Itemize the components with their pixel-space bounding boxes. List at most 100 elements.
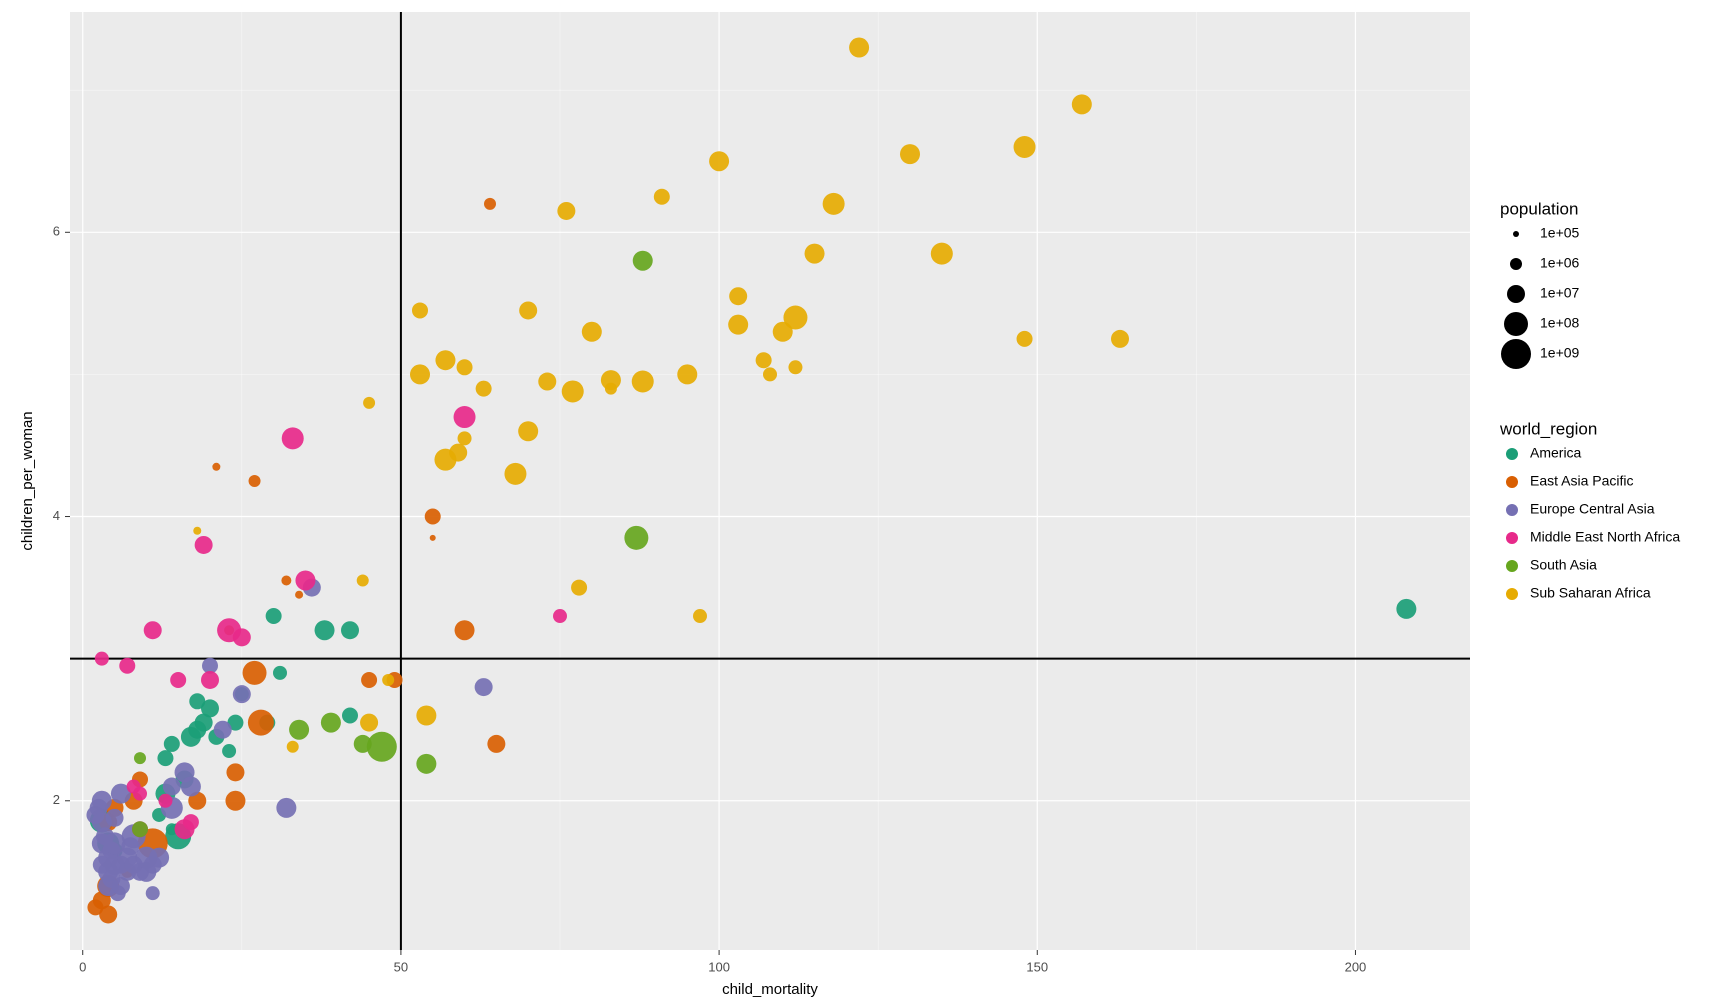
data-point [783, 306, 807, 330]
data-point [484, 198, 496, 210]
data-point [222, 744, 236, 758]
data-point [1072, 94, 1092, 114]
color-legend-swatch [1506, 448, 1518, 460]
size-legend-label: 1e+09 [1540, 345, 1580, 361]
data-point [357, 574, 369, 586]
color-legend-swatch [1506, 532, 1518, 544]
size-legend-label: 1e+08 [1540, 315, 1580, 331]
data-point [201, 699, 219, 717]
data-point [823, 193, 845, 215]
data-point [519, 301, 537, 319]
data-point [1014, 136, 1036, 158]
data-point [605, 383, 617, 395]
data-point [226, 763, 244, 781]
data-point [295, 591, 303, 599]
data-point [361, 672, 377, 688]
data-point [805, 244, 825, 264]
data-point [410, 364, 430, 384]
data-point [212, 463, 220, 471]
data-point [693, 609, 707, 623]
data-point [449, 444, 467, 462]
data-point [195, 536, 213, 554]
data-point [1396, 599, 1416, 619]
chart-container: 050100150200246child_mortalitychildren_p… [0, 0, 1728, 1008]
data-point [134, 752, 146, 764]
data-point [193, 527, 201, 535]
size-legend-label: 1e+05 [1540, 225, 1580, 241]
color-legend-swatch [1506, 476, 1518, 488]
data-point [276, 798, 296, 818]
size-legend-label: 1e+06 [1540, 255, 1580, 271]
data-point [248, 710, 274, 736]
data-point [454, 406, 476, 428]
data-point [633, 251, 653, 271]
color-legend-swatch [1506, 560, 1518, 572]
size-legend-swatch [1504, 312, 1528, 336]
data-point [119, 658, 135, 674]
data-point [133, 787, 147, 801]
data-point [553, 609, 567, 623]
data-point [214, 721, 232, 739]
data-point [144, 621, 162, 639]
data-point [654, 189, 670, 205]
color-legend-label: Middle East North Africa [1530, 529, 1680, 545]
data-point [249, 475, 261, 487]
data-point [487, 735, 505, 753]
data-point [416, 754, 436, 774]
data-point [158, 794, 172, 808]
data-point [416, 706, 436, 726]
svg-text:0: 0 [79, 959, 86, 974]
size-legend-title: population [1500, 199, 1578, 218]
svg-text:6: 6 [53, 224, 60, 239]
data-point [92, 791, 112, 811]
data-point [243, 661, 267, 685]
data-point [582, 322, 602, 342]
data-point [181, 777, 201, 797]
color-legend-title: world_region [1499, 419, 1597, 438]
color-legend-swatch [1506, 588, 1518, 600]
data-point [382, 674, 394, 686]
data-point [788, 360, 802, 374]
data-point [435, 350, 455, 370]
data-point [571, 580, 587, 596]
svg-text:4: 4 [53, 508, 60, 523]
data-point [273, 666, 287, 680]
data-point [518, 421, 538, 441]
color-legend-label: East Asia Pacific [1530, 473, 1634, 489]
data-point [289, 720, 309, 740]
data-point [341, 621, 359, 639]
data-point [157, 750, 173, 766]
data-point [677, 364, 697, 384]
data-point [430, 535, 436, 541]
data-point [1017, 331, 1033, 347]
data-point [504, 463, 526, 485]
data-point [931, 243, 953, 265]
data-point [287, 741, 299, 753]
size-legend-label: 1e+07 [1540, 285, 1580, 301]
data-point [315, 620, 335, 640]
data-point [709, 151, 729, 171]
data-point [281, 575, 291, 585]
color-legend-label: South Asia [1530, 557, 1597, 573]
data-point [201, 671, 219, 689]
size-legend-swatch [1501, 339, 1531, 369]
data-point [562, 380, 584, 402]
data-point [557, 202, 575, 220]
data-point [183, 814, 199, 830]
data-point [476, 381, 492, 397]
data-point [425, 509, 441, 525]
data-point [360, 714, 378, 732]
data-point [164, 736, 180, 752]
data-point [233, 685, 251, 703]
data-point [624, 526, 648, 550]
data-point [170, 672, 186, 688]
svg-text:100: 100 [708, 959, 730, 974]
data-point [756, 352, 772, 368]
data-point [132, 821, 148, 837]
svg-text:150: 150 [1026, 959, 1048, 974]
color-legend-swatch [1506, 504, 1518, 516]
y-axis-title: children_per_woman [19, 411, 36, 550]
data-point [95, 652, 109, 666]
x-axis-title: child_mortality [722, 981, 818, 998]
data-point [342, 708, 358, 724]
